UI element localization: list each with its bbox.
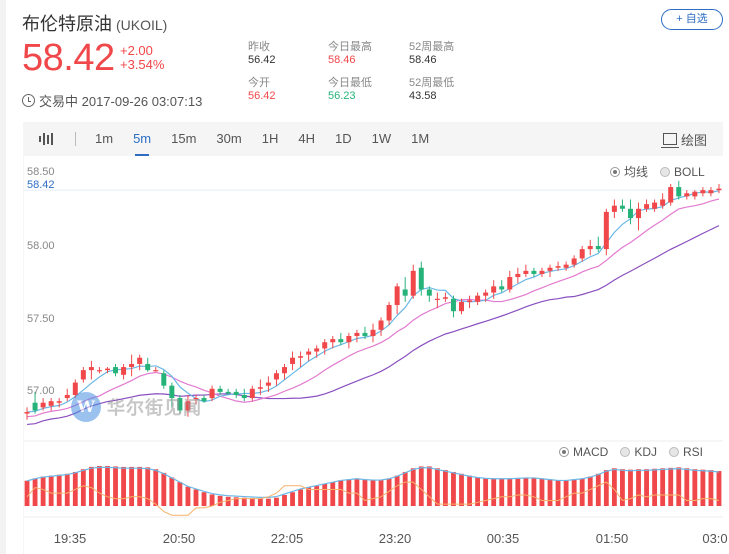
chart-toolbar: 1m 5m 15m 30m 1H 4H 1D 1W 1M 绘图 [23, 122, 723, 156]
y-tick: 58.50 [27, 166, 55, 178]
period-5m[interactable]: 5m [123, 122, 161, 156]
watermark: W 华尔街见闻 [71, 392, 202, 422]
instrument-name: 布伦特原油 [22, 14, 112, 34]
left-border [0, 0, 6, 554]
change-percent: +3.54% [120, 57, 165, 72]
stat-label: 今日最低 [328, 77, 372, 89]
x-tick: 23:20 [378, 531, 412, 546]
radio-macd[interactable]: MACD [559, 445, 608, 459]
stat-prev-close: 昨收 56.42 [248, 41, 328, 67]
sub-indicator-legend: MACD KDJ RSI [559, 445, 703, 459]
x-tick: 03:0 [702, 531, 728, 546]
stat-open: 今开 56.42 [248, 77, 328, 103]
add-watchlist-button[interactable]: + 自选 [661, 9, 723, 30]
stat-day-low: 今日最低 56.23 [328, 77, 409, 103]
radio-kdj[interactable]: KDJ [620, 445, 657, 459]
main-indicator-legend: 均线 BOLL [610, 163, 705, 180]
stat-value: 43.58 [409, 90, 437, 102]
period-1w[interactable]: 1W [371, 131, 392, 146]
instrument-code: (UKOIL) [116, 17, 168, 33]
trading-status: 交易中 2017-09-26 03:07:13 [22, 91, 202, 110]
stat-label: 今日最高 [328, 41, 372, 53]
y-tick: 58.00 [27, 240, 55, 252]
instrument-title: 布伦特原油 (UKOIL) [22, 10, 167, 36]
y-tick: 57.00 [27, 385, 55, 397]
period-1mo[interactable]: 1M [411, 131, 430, 146]
clock-icon [22, 94, 35, 107]
stat-value: 56.42 [248, 90, 276, 102]
period-1d[interactable]: 1D [334, 131, 352, 146]
chart-area[interactable]: 58.50 58.42 58.00 57.50 57.00 均线 BOLL W … [23, 156, 728, 554]
radio-dot-icon [610, 166, 620, 177]
watermark-text: 华尔街见闻 [107, 398, 202, 419]
draw-label: 绘图 [680, 132, 707, 148]
stat-label: 昨收 [248, 41, 270, 53]
stat-value: 56.42 [248, 54, 276, 66]
period-1h[interactable]: 1H [261, 131, 279, 146]
status-text: 交易中 2017-09-26 03:07:13 [39, 94, 203, 109]
x-tick: 22:05 [270, 531, 304, 546]
last-price: 58.42 [22, 37, 115, 79]
monitor-chart-icon [660, 133, 679, 148]
stat-value: 56.23 [328, 90, 356, 102]
radio-dot-icon [620, 447, 631, 457]
period-1m[interactable]: 1m [95, 131, 114, 146]
price-change: +2.00 +3.54% [120, 44, 164, 72]
kline-chart[interactable] [23, 156, 723, 554]
radio-dot-icon [660, 166, 671, 177]
x-tick: 01:50 [595, 531, 629, 546]
current-price-label: 58.42 [27, 179, 55, 191]
x-tick: 20:50 [162, 531, 196, 546]
period-15m[interactable]: 15m [171, 131, 197, 146]
radio-rsi[interactable]: RSI [669, 445, 703, 459]
stat-label: 52周最低 [409, 77, 455, 89]
period-30m[interactable]: 30m [216, 131, 242, 146]
radio-dot-icon [559, 447, 569, 457]
stat-value: 58.46 [409, 54, 437, 66]
stat-52w-high: 52周最高 58.46 [409, 41, 489, 67]
radio-label: RSI [683, 445, 704, 459]
y-tick: 57.50 [27, 313, 55, 325]
toolbar-divider [75, 132, 76, 146]
stat-day-high: 今日最高 58.46 [328, 41, 409, 67]
candlestick-icon[interactable] [39, 132, 56, 146]
stats-grid: 昨收 56.42 今日最高 58.46 52周最高 58.46 今开 56.42 今日最… [248, 41, 489, 103]
radio-dot-icon [669, 447, 680, 457]
radio-label: MACD [573, 445, 609, 459]
stat-label: 52周最高 [409, 41, 455, 53]
change-absolute: +2.00 [120, 43, 153, 58]
watermark-logo-icon: W [71, 392, 101, 422]
stat-52w-low: 52周最低 43.58 [409, 77, 489, 103]
stat-label: 今开 [248, 77, 270, 89]
x-tick: 00:35 [486, 531, 520, 546]
period-4h[interactable]: 4H [298, 131, 315, 146]
draw-button[interactable]: 绘图 [660, 130, 707, 149]
radio-label: 均线 [624, 165, 649, 179]
radio-ma[interactable]: 均线 [610, 163, 648, 180]
radio-boll[interactable]: BOLL [660, 165, 705, 179]
radio-label: BOLL [674, 164, 705, 179]
radio-label: KDJ [634, 445, 658, 459]
stat-value: 58.46 [328, 54, 356, 66]
x-tick: 19:35 [53, 531, 87, 546]
